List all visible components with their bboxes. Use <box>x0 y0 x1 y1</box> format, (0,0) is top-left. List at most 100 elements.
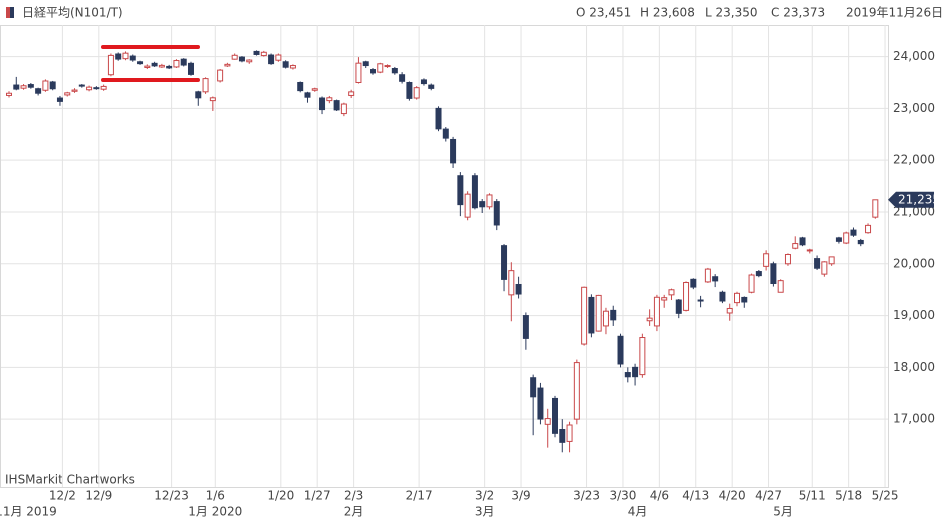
candle-body <box>843 232 850 244</box>
candle-body <box>479 201 486 208</box>
candle-body <box>326 97 333 102</box>
y-tick-label: 23,000 <box>893 101 935 115</box>
header-low: L 23,350 <box>705 6 758 20</box>
watermark: IHSMarkit Chartworks <box>5 473 135 487</box>
candle-body <box>406 81 413 99</box>
month-label: 3月 <box>475 505 495 519</box>
x-tick-label: 4/13 <box>682 489 709 503</box>
candle-body <box>683 282 690 311</box>
candle-body <box>872 199 879 218</box>
candle-body <box>493 201 500 226</box>
candle-body <box>420 79 427 85</box>
candle-body <box>137 61 144 65</box>
header-high: H 23,608 <box>640 6 695 20</box>
candle-body <box>188 62 194 75</box>
icon <box>6 7 10 18</box>
candle-body <box>450 138 457 164</box>
candle-body <box>719 291 726 302</box>
month-label: 5月 <box>773 505 793 519</box>
candle-body <box>697 299 704 302</box>
candle-body <box>158 64 165 68</box>
candle-body <box>13 84 20 90</box>
y-tick-label: 22,000 <box>893 153 935 167</box>
candle-body <box>238 56 245 62</box>
candle-body <box>806 249 813 252</box>
candle-body <box>792 243 799 249</box>
x-tick-label: 4/6 <box>650 489 669 503</box>
candle-body <box>78 84 85 87</box>
candle-body <box>56 97 63 102</box>
candle-body <box>573 362 580 420</box>
month-label: 4月 <box>628 505 648 519</box>
candle-body <box>748 274 755 293</box>
candle-body <box>115 53 122 60</box>
candle-body <box>646 317 653 322</box>
candle-body <box>311 88 318 91</box>
y-tick-label: 21,000 <box>893 204 935 218</box>
candle-body <box>100 85 107 90</box>
candle-body <box>828 256 835 265</box>
candle-body <box>428 84 435 89</box>
header-open: O 23,451 <box>576 6 631 20</box>
candle-body <box>35 88 42 94</box>
candle-body <box>501 245 508 280</box>
candle-body <box>268 54 275 65</box>
candle-body <box>566 424 573 442</box>
candle-body <box>704 268 711 283</box>
candle-body <box>653 296 660 327</box>
header-close: C 23,373 <box>771 6 825 20</box>
candle-body <box>632 366 639 378</box>
candle-body <box>27 84 34 88</box>
candle-body <box>471 175 478 209</box>
header-date: 2019年11月26日 <box>846 6 943 20</box>
candle-body <box>595 294 602 332</box>
x-tick-label: 5/11 <box>799 489 826 503</box>
candle-body <box>86 86 93 91</box>
y-tick-label: 24,000 <box>893 49 935 63</box>
x-tick-label: 3/9 <box>511 489 530 503</box>
candle-body <box>289 65 296 69</box>
candle-body <box>260 51 267 57</box>
x-tick-label: 1/27 <box>304 489 331 503</box>
candle-body <box>129 55 136 61</box>
candle-body <box>850 229 857 236</box>
x-tick-label: 3/2 <box>475 489 494 503</box>
candle-body <box>333 100 340 111</box>
icon <box>10 7 14 18</box>
x-tick-label: 3/30 <box>609 489 636 503</box>
plot <box>1 25 888 487</box>
candle-body <box>246 59 253 63</box>
candle-body <box>71 89 78 92</box>
y-tick-label: 19,000 <box>893 308 935 322</box>
candle-body <box>173 60 180 68</box>
candle-body <box>668 289 675 296</box>
candle-body <box>763 253 770 267</box>
candle-body <box>755 271 762 277</box>
candle-body <box>362 61 369 67</box>
candle-body <box>64 92 71 96</box>
candle-body <box>639 337 646 376</box>
y-tick-label: 17,000 <box>893 412 935 426</box>
x-tick-label: 4/20 <box>719 489 746 503</box>
candle-body <box>93 87 100 90</box>
x-tick-label: 5/18 <box>835 489 862 503</box>
candle-body <box>319 97 326 111</box>
candle-body <box>835 237 842 242</box>
candle-body <box>712 276 719 282</box>
candle-body <box>304 92 311 98</box>
x-tick-label: 4/27 <box>755 489 782 503</box>
month-label: 11月 2019 <box>0 505 57 519</box>
candle-body <box>217 69 224 82</box>
candle-body <box>391 68 398 74</box>
candle-body <box>180 58 187 66</box>
candle-body <box>231 54 238 60</box>
candle-body <box>122 52 129 60</box>
candle-body <box>661 297 668 301</box>
candle-body <box>726 307 733 314</box>
candle-body <box>537 387 544 420</box>
y-tick-label: 18,000 <box>893 360 935 374</box>
candle-body <box>399 74 406 82</box>
y-tick-label: 20,000 <box>893 256 935 270</box>
